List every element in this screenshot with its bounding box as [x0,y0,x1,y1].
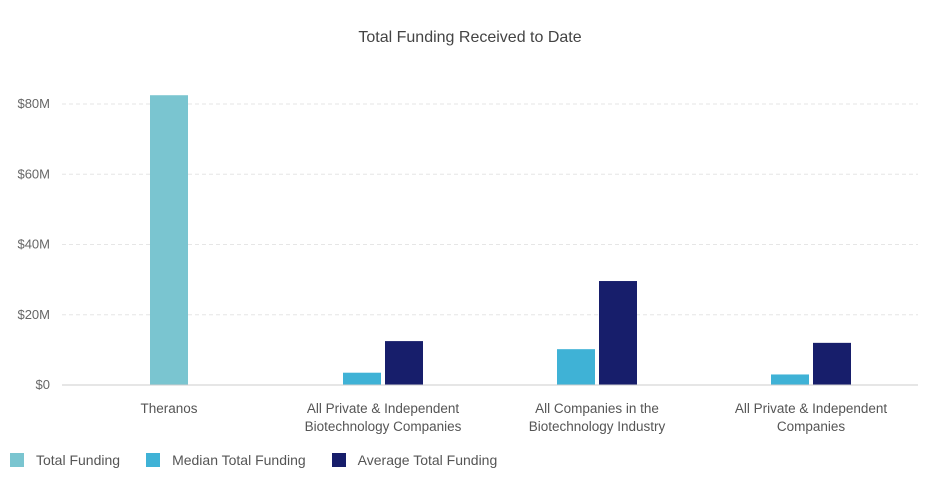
x-category-label: All Private & Independent Biotechnology C… [305,401,462,434]
legend-label: Median Total Funding [172,452,306,468]
y-axis-ticks: $0 $20M $40M $60M $80M [17,96,50,392]
legend-swatch [331,453,346,467]
bar-median-total-funding [557,349,595,385]
bar-average-total-funding [385,341,423,385]
bar-total-funding [150,95,188,385]
bar-chart: Total Funding Received to Date $0 $20M $40… [17,29,918,434]
y-tick-label: $20M [17,307,50,322]
x-category-label: All Companies in the Biotechnology Indust… [529,401,666,434]
legend-item: Median Total Funding [146,452,306,468]
legend-item: Total Funding [10,452,120,468]
bar-median-total-funding [771,374,809,385]
legend-label: Average Total Funding [357,452,498,468]
x-category-label: All Private & Independent Companies [735,401,888,434]
legend-swatch [146,453,161,467]
y-tick-label: $60M [17,166,50,181]
chart-title: Total Funding Received to Date [358,29,581,46]
legend: Total Funding Median Total Funding Average… [10,452,523,468]
legend-item: Average Total Funding [331,452,498,468]
grid-lines [62,103,918,316]
legend-swatch [10,453,24,467]
legend-label: Total Funding [36,452,121,468]
y-tick-label: $40M [17,237,50,252]
y-tick-label: $0 [36,377,50,392]
x-category-label: Theranos [140,401,197,416]
x-axis-labels: Theranos All Private & Independent Biotech… [140,401,887,434]
bar-series [150,95,851,385]
bar-median-total-funding [343,372,381,385]
bar-average-total-funding [813,342,851,385]
bar-average-total-funding [599,281,637,385]
y-tick-label: $80M [17,96,50,111]
